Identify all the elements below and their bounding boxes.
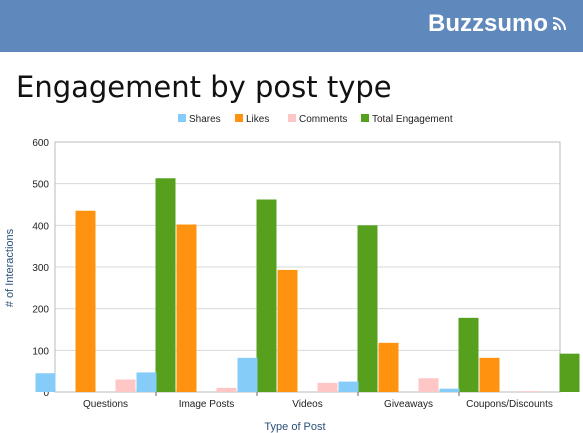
legend-swatch [288, 114, 296, 122]
bar-comments [418, 378, 439, 392]
legend-label: Comments [299, 114, 347, 125]
y-tick-label: 300 [32, 263, 49, 274]
x-tick-label: Videos [292, 399, 322, 410]
header-banner: Buzzsumo [0, 0, 583, 52]
legend-swatch [178, 114, 186, 122]
legend-label: Likes [246, 114, 269, 125]
bar-total-engagement [357, 225, 378, 392]
y-tick-label: 0 [43, 388, 49, 399]
bar-likes [75, 210, 96, 392]
bar-group [35, 178, 176, 392]
bar-group [136, 199, 277, 392]
y-tick-label: 200 [32, 305, 49, 316]
bar-shares [439, 388, 460, 392]
y-tick-label: 600 [32, 138, 49, 149]
bar-group [237, 225, 378, 392]
bar-comments [519, 391, 540, 392]
x-axis-label: Type of Post [264, 421, 325, 433]
bar-total-engagement [155, 178, 176, 392]
bar-total-engagement [559, 353, 580, 392]
x-tick-label: Image Posts [179, 399, 235, 410]
legend-label: Shares [189, 114, 221, 125]
wifi-signal-icon [552, 17, 566, 31]
gridlines [54, 141, 561, 393]
bar-likes [378, 342, 399, 392]
y-tick-label: 400 [32, 221, 49, 232]
bar-shares [338, 381, 359, 392]
y-tick-label: 500 [32, 180, 49, 191]
plot-frame [54, 141, 561, 393]
y-tick-label: 100 [32, 346, 49, 357]
bar-shares [35, 373, 56, 392]
bar-comments [317, 382, 338, 392]
y-tick-labels: 0 100 200 300 400 500 600 [32, 138, 49, 399]
legend-swatch [361, 114, 369, 122]
bar-comments [115, 379, 136, 392]
legend-swatch [235, 114, 243, 122]
bar-total-engagement [458, 317, 479, 392]
bar-group [338, 317, 479, 392]
buzzsumo-logo: Buzzsumo [428, 10, 567, 38]
bar-shares [237, 357, 258, 392]
bar-total-engagement [256, 199, 277, 392]
legend-label: Total Engagement [372, 114, 453, 125]
x-tick-labels: Questions Image Posts Videos Giveaways Coupo… [83, 392, 553, 410]
bar-comments [216, 387, 237, 392]
x-tick-label: Questions [83, 399, 128, 410]
bar-groups [35, 178, 580, 392]
brand-name: Buzzsumo [428, 10, 548, 37]
y-axis-label: # of Interactions [4, 228, 16, 307]
page-title: Engagement by post type [16, 70, 392, 104]
bar-group [439, 353, 580, 392]
bar-likes [176, 224, 197, 392]
bar-likes [479, 357, 500, 392]
bar-likes [277, 269, 298, 392]
legend: Shares Likes Comments Total Engagement [178, 114, 453, 125]
bar-shares [136, 372, 157, 392]
x-tick-label: Giveaways [384, 399, 433, 410]
x-tick-label: Coupons/Discounts [466, 399, 553, 410]
